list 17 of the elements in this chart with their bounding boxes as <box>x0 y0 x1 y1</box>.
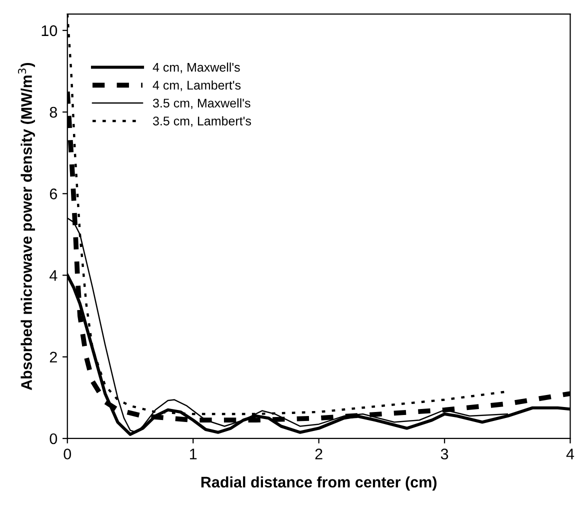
y-tick-label: 8 <box>50 106 58 118</box>
x-axis-title: Radial distance from center (cm) <box>201 476 436 491</box>
y-tick-label: 6 <box>50 188 57 200</box>
y-tick-label: 0 <box>50 433 58 444</box>
x-tick-label: 1 <box>190 448 197 460</box>
y-tick-label: 2 <box>50 352 57 362</box>
legend-label: 3.5 cm, Lambert's <box>152 116 252 127</box>
y-tick-label: 4 <box>50 270 58 281</box>
legend-label: 4 cm, Maxwell's <box>152 62 240 74</box>
y-tick-label: 10 <box>42 25 58 36</box>
x-tick-label: 3 <box>440 448 448 460</box>
x-tick-label: 2 <box>315 448 322 460</box>
legend-label: 4 cm, Lambert's <box>152 80 241 92</box>
x-tick-label: 0 <box>64 448 72 460</box>
legend-label: 3.5 cm, Maxwell's <box>152 98 250 110</box>
x-tick-label: 4 <box>566 448 574 460</box>
y-axis-title: Absorbed microwave power density (MW/m$^{3}$) <box>18 62 35 390</box>
